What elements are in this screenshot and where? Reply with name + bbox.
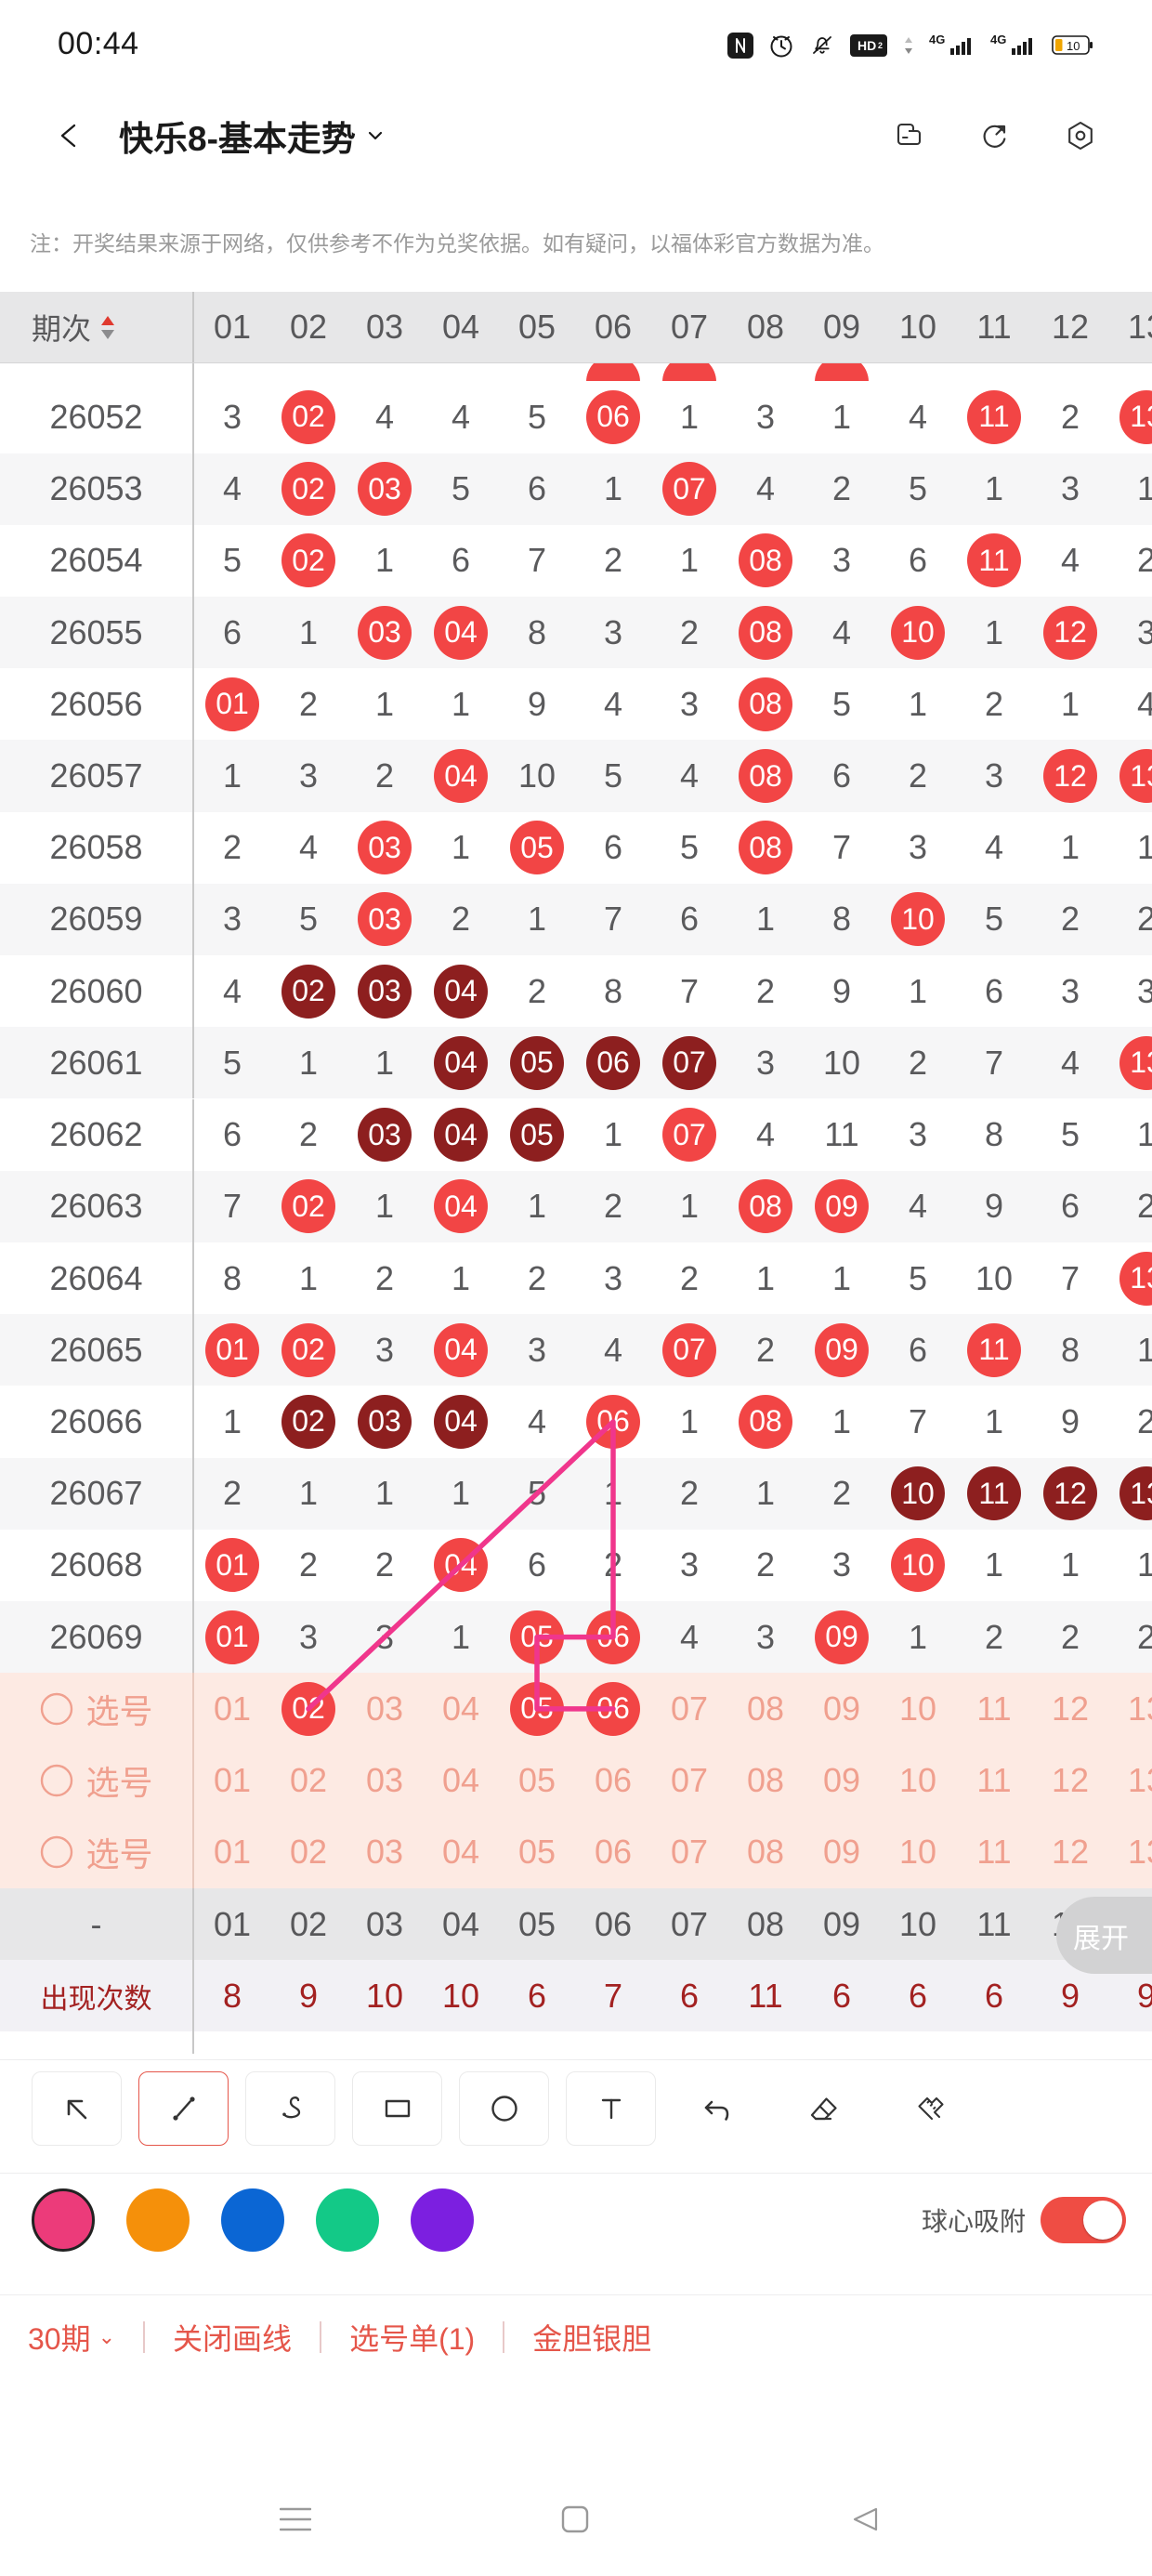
svg-text:HD: HD — [857, 38, 876, 53]
svg-text:4G: 4G — [929, 33, 945, 46]
svg-text:4G: 4G — [990, 33, 1006, 46]
svg-text:2: 2 — [878, 41, 883, 50]
svg-text:10: 10 — [1067, 39, 1080, 53]
